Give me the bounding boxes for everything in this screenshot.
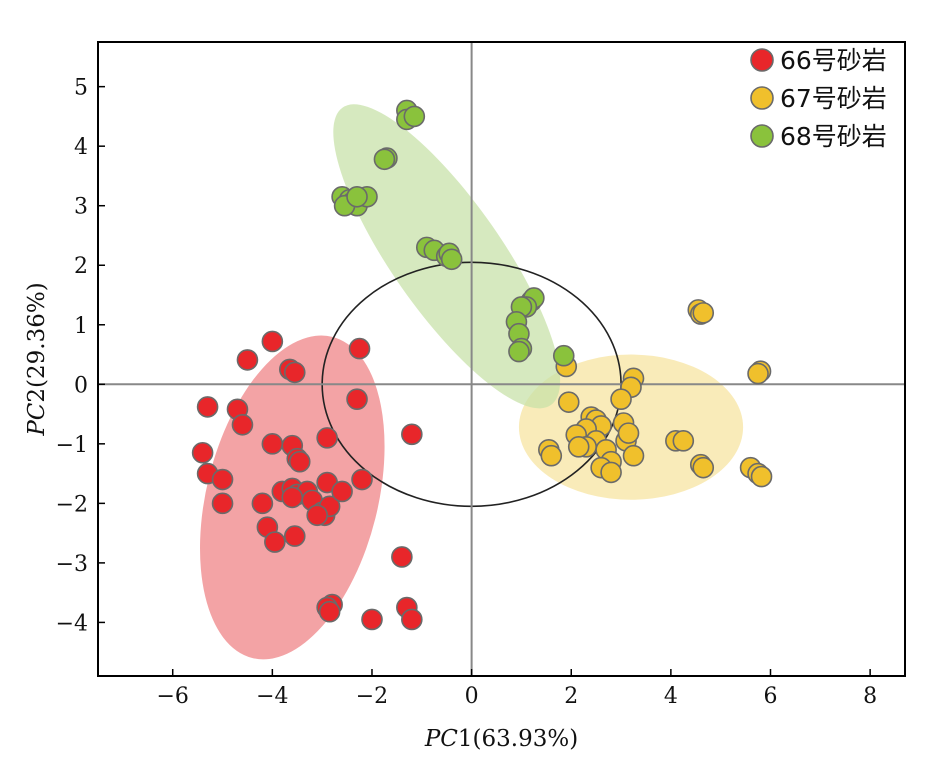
axis-ticks: −6 −4 −2 0 2 4 6 8 −4 −3 −2 −1 0 1 2 3 4 5 [56,76,878,709]
y-axis-label: PC2(29.36%) [24,282,50,436]
data-point-series-1-29 [331,480,353,503]
x-tick-label: −2 [356,684,388,709]
x-tick-label: −4 [256,684,288,709]
y-tick-label: 1 [74,314,88,339]
zero-lines [98,42,905,676]
data-point-series-1-2 [236,349,259,371]
data-point-series-2-5 [747,362,769,385]
legend-label-3: 68号砂岩 [780,122,887,151]
data-point-series-1-4 [283,361,306,384]
y-tick-label: 0 [74,373,88,398]
data-point-series-1-1 [261,330,284,353]
data-point-series-1-12 [316,427,338,449]
data-point-series-3-12 [346,185,368,208]
data-point-series-2-32 [692,456,715,479]
data-point-series-2-30 [672,430,695,452]
data-point-series-1-32 [281,486,304,509]
data-point-series-1-40 [318,600,341,623]
data-point-series-1-35 [264,531,286,553]
data-point-series-2-19 [567,436,590,458]
y-tick-label: 3 [74,195,88,220]
data-point-series-1-36 [283,525,306,547]
plot-frame [97,41,906,677]
data-point-series-2-25 [622,444,645,467]
x-tick-label: 2 [564,684,578,709]
data-point-series-1-16 [191,441,214,464]
x-tick-label: 0 [465,684,479,709]
data-point-series-3-3 [403,105,426,128]
y-tick-label: −1 [56,433,88,458]
x-tick-label: −6 [157,684,189,709]
data-point-series-2-35 [750,465,773,488]
data-point-series-1-41 [361,608,383,631]
x-axis-label: PC1(63.93%) [424,726,578,752]
data-point-series-1-31 [251,492,274,515]
x-tick-label: 6 [764,684,778,709]
y-tick-label: −4 [56,611,88,636]
data-point-series-1-43 [401,608,423,631]
y-tick-label: −3 [56,552,88,577]
data-point-series-1-13 [348,337,371,360]
legend-marker-2 [750,86,774,110]
data-point-series-3-26 [552,344,575,367]
data-point-series-2-22 [617,422,640,444]
x-axis-label-italic: PC [424,726,458,752]
y-tick-label: 4 [74,135,88,160]
data-point-series-2-10 [557,391,580,413]
data-point-series-1-7 [231,413,254,436]
confidence-ellipses [200,104,744,660]
data-point-series-2-24 [540,444,563,467]
legend-label-1: 66号砂岩 [780,46,887,75]
data-point-series-3-5 [373,148,396,171]
data-point-series-1-5 [196,396,219,418]
data-point-series-3-17 [440,248,463,271]
y-tick-label: −2 [56,492,88,517]
x-tick-label: 4 [664,684,678,709]
data-point-series-1-37 [391,546,413,568]
legend-label-2: 67号砂岩 [780,84,887,113]
data-point-series-1-30 [351,468,373,491]
data-point-series-1-15 [401,423,423,446]
legend: 66号砂岩 67号砂岩 68号砂岩 [750,46,887,151]
data-points [191,99,773,631]
data-point-series-2-28 [600,461,622,484]
x-axis-label-rest: 1(63.93%) [458,726,578,752]
data-point-series-2-3 [692,302,715,324]
data-point-series-1-11 [288,450,311,473]
data-point-series-1-18 [211,468,234,491]
y-axis-label-italic: PC [24,402,50,436]
legend-marker-1 [750,48,774,72]
y-tick-label: 5 [74,76,88,101]
data-point-series-1-19 [211,492,234,515]
data-point-series-1-14 [346,388,368,410]
x-tick-label: 8 [863,684,877,709]
data-point-series-2-9 [610,388,632,410]
data-point-series-3-25 [508,340,530,363]
data-point-series-1-33 [306,504,328,527]
y-tick-label: 2 [74,254,88,279]
legend-marker-3 [750,124,774,148]
y-axis-label-rest: 2(29.36%) [24,282,50,402]
data-point-series-1-8 [261,433,284,455]
